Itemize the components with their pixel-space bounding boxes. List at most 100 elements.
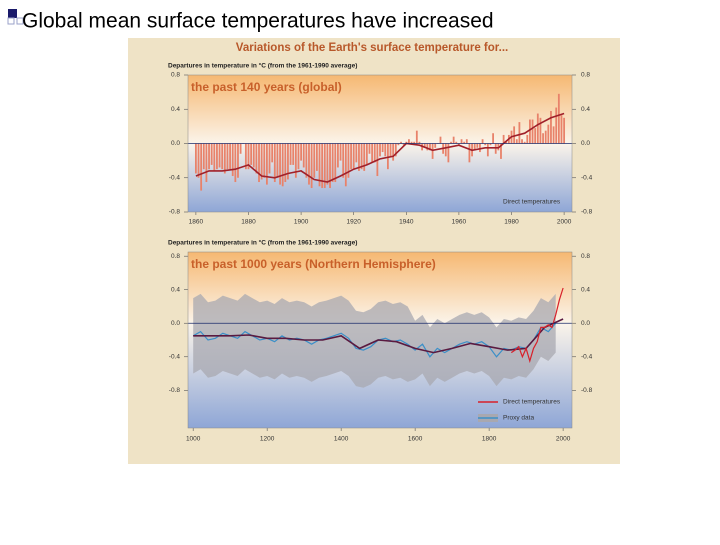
bar bbox=[266, 143, 268, 185]
y-tick-label: -0.8 bbox=[169, 209, 181, 216]
bar bbox=[365, 143, 368, 165]
bar bbox=[418, 141, 421, 144]
bar bbox=[394, 143, 397, 157]
y-tick-label: -0.4 bbox=[169, 353, 181, 360]
bar bbox=[315, 143, 318, 171]
bar bbox=[223, 143, 226, 174]
bar bbox=[515, 139, 518, 144]
bar bbox=[331, 143, 334, 183]
bar bbox=[197, 143, 200, 178]
bar bbox=[347, 143, 350, 178]
bar bbox=[231, 143, 234, 177]
bar bbox=[358, 143, 360, 171]
bar bbox=[344, 143, 347, 187]
x-tick-label: 1800 bbox=[482, 436, 497, 443]
bar bbox=[555, 107, 558, 144]
y-tick-label: 0.4 bbox=[581, 286, 590, 293]
bar bbox=[557, 93, 560, 144]
bar bbox=[547, 124, 550, 144]
bar bbox=[450, 141, 452, 144]
bar bbox=[439, 136, 442, 144]
series-line bbox=[510, 287, 564, 364]
bar bbox=[413, 141, 416, 144]
y-tick-label: 0.4 bbox=[171, 286, 180, 293]
bar bbox=[216, 143, 218, 170]
bar bbox=[229, 143, 231, 170]
bar bbox=[329, 143, 331, 189]
bar bbox=[350, 143, 352, 170]
bar bbox=[465, 139, 468, 144]
bar bbox=[379, 143, 381, 157]
bar bbox=[389, 143, 392, 157]
bar bbox=[550, 110, 552, 144]
bar bbox=[310, 143, 313, 189]
bar bbox=[339, 143, 342, 161]
bar bbox=[384, 143, 387, 157]
x-tick-label: 1880 bbox=[241, 219, 256, 226]
bar bbox=[263, 143, 266, 178]
bar bbox=[415, 130, 418, 144]
bar bbox=[460, 139, 463, 144]
bar bbox=[505, 141, 508, 144]
bar bbox=[308, 143, 310, 185]
series-line bbox=[193, 318, 564, 354]
bar bbox=[386, 143, 389, 170]
plot-frame bbox=[187, 74, 573, 213]
bar bbox=[337, 143, 339, 168]
bar bbox=[473, 143, 476, 151]
bar bbox=[544, 130, 547, 144]
x-tick-label: 1960 bbox=[452, 219, 467, 226]
bar bbox=[486, 143, 489, 157]
bar bbox=[492, 133, 494, 144]
y-tick-label: 0.8 bbox=[171, 72, 180, 79]
bar bbox=[534, 128, 537, 144]
bar bbox=[447, 143, 450, 163]
chart-title: the past 140 years (global) bbox=[191, 80, 342, 94]
bar bbox=[360, 143, 363, 170]
bar bbox=[250, 143, 253, 165]
bar bbox=[273, 143, 276, 183]
bar bbox=[287, 143, 289, 180]
bar bbox=[323, 143, 326, 189]
bar bbox=[205, 143, 208, 183]
y-axis-label: Departures in temperature in °C (from th… bbox=[168, 62, 357, 70]
bar bbox=[221, 143, 224, 170]
y-tick-label: 0.0 bbox=[581, 140, 590, 147]
bar bbox=[289, 143, 292, 165]
bar bbox=[210, 143, 213, 165]
bar bbox=[258, 143, 260, 183]
bar bbox=[352, 143, 355, 170]
bar bbox=[468, 143, 471, 163]
chart-title: the past 1000 years (Northern Hemisphere… bbox=[191, 257, 436, 271]
bar bbox=[539, 117, 542, 144]
bar bbox=[552, 126, 555, 144]
bar bbox=[292, 143, 295, 165]
bar bbox=[281, 143, 284, 187]
bar bbox=[363, 143, 366, 171]
x-tick-label: 1400 bbox=[334, 436, 349, 443]
series-line bbox=[195, 112, 565, 183]
x-tick-label: 2000 bbox=[557, 219, 572, 226]
bar bbox=[255, 143, 258, 174]
bar bbox=[334, 143, 337, 183]
bar bbox=[408, 139, 410, 144]
bar bbox=[392, 143, 395, 161]
y-tick-label: 0.8 bbox=[581, 72, 590, 79]
bar bbox=[452, 136, 455, 144]
x-tick-label: 1000 bbox=[186, 436, 201, 443]
bar bbox=[526, 134, 529, 144]
bar bbox=[321, 143, 324, 189]
bar bbox=[300, 143, 302, 161]
y-tick-label: -0.8 bbox=[169, 387, 181, 394]
x-tick-label: 1900 bbox=[294, 219, 309, 226]
bar bbox=[294, 143, 297, 178]
x-tick-label: 1920 bbox=[346, 219, 361, 226]
bar bbox=[542, 133, 544, 144]
bar bbox=[302, 143, 305, 168]
bar bbox=[305, 143, 308, 178]
bar bbox=[244, 143, 247, 170]
bar bbox=[529, 119, 531, 144]
bar bbox=[458, 143, 460, 146]
bar bbox=[531, 119, 534, 144]
bar bbox=[247, 143, 250, 170]
